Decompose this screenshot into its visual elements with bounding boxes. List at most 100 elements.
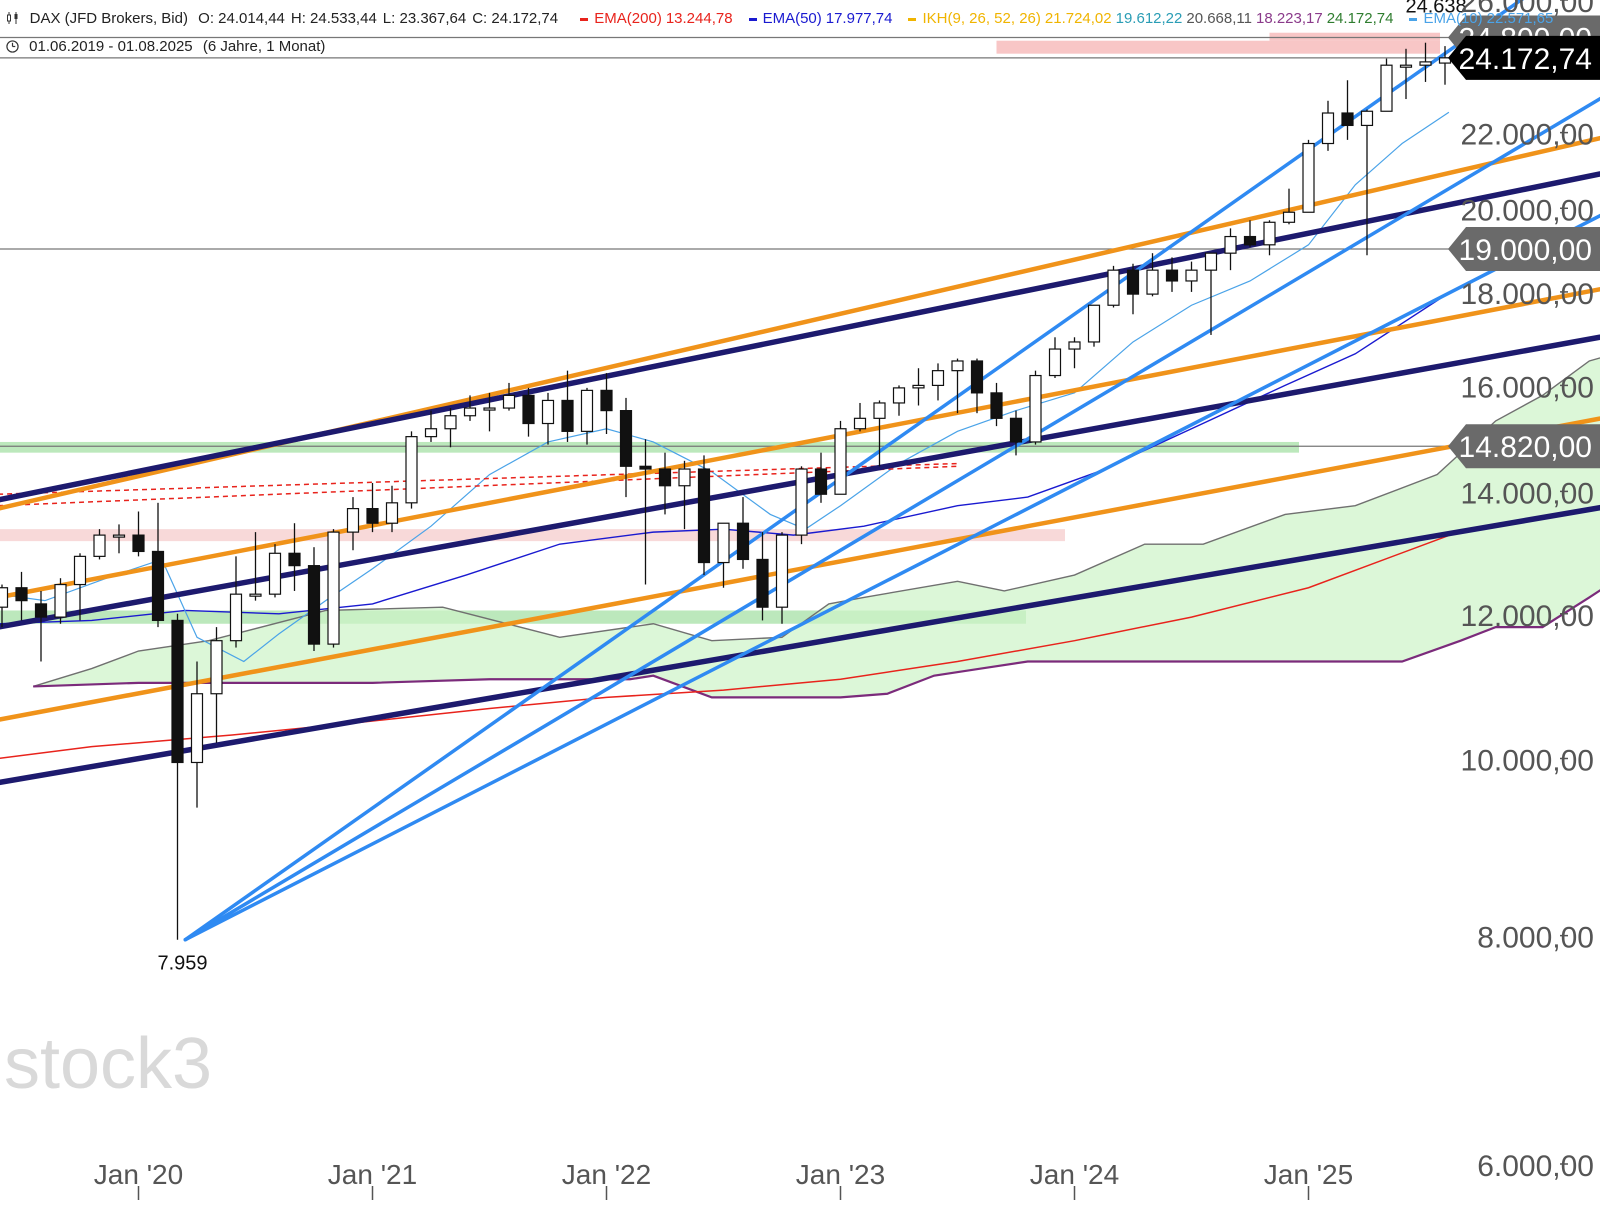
candle-body-up xyxy=(0,587,9,608)
y-tick-label: 8.000,00 xyxy=(1477,922,1594,955)
ema50-line xyxy=(0,292,1450,625)
background-layer xyxy=(0,32,1600,624)
date-range-note: (6 Jahre, 1 Monat) xyxy=(202,38,326,55)
legend-value: 13.244,78 xyxy=(665,10,733,27)
candle xyxy=(112,524,126,554)
candle-body-down xyxy=(814,468,828,495)
legend-item-ema-200[interactable]: EMA(200) 13.244,78 xyxy=(580,10,736,27)
candle-body-up xyxy=(112,534,126,538)
candle-body-down xyxy=(1009,417,1023,443)
candle xyxy=(366,482,379,533)
candle xyxy=(951,358,964,414)
y-tick-label: 16.000,00 xyxy=(1461,371,1594,404)
candle xyxy=(229,556,243,648)
ohlc-h: H: 24.533,44 xyxy=(290,10,377,27)
candle xyxy=(405,431,418,509)
candle-body-up xyxy=(268,552,282,595)
candle-body-down xyxy=(736,522,750,561)
ohlc-l: L: 23.367,64 xyxy=(382,10,467,27)
legend-name: IKH(9, 26, 52, 26) xyxy=(922,10,1041,27)
candle-body-up xyxy=(541,399,555,425)
legend-value: 20.668,11 xyxy=(1186,10,1252,27)
price-label-box: 14.820,00 xyxy=(1448,424,1600,469)
candle-body-down xyxy=(288,552,301,567)
candle xyxy=(307,547,321,652)
candle xyxy=(249,532,262,601)
candle-body-up xyxy=(1419,61,1432,66)
candle xyxy=(600,373,613,434)
candle-body-down xyxy=(756,558,769,608)
candlestick-chart-icon[interactable] xyxy=(6,11,24,26)
axis-layer: 24.638 7.959 stock3 6.000,00 8.000,00 10.000,… xyxy=(4,0,1600,1200)
legend-swatch xyxy=(908,17,917,21)
candle-body-down xyxy=(132,534,145,553)
candle-body-up xyxy=(385,502,399,524)
candle xyxy=(132,511,145,557)
price-box-shape xyxy=(1448,226,1600,271)
candle-body-up xyxy=(795,468,808,536)
candle-body-down xyxy=(639,465,652,470)
candle-body-down xyxy=(34,603,48,618)
candle xyxy=(678,460,691,530)
candle xyxy=(0,584,9,628)
candle-body-down xyxy=(1341,112,1354,127)
legend-value: 24.172,74 xyxy=(1326,10,1394,27)
candle-body-down xyxy=(15,587,28,602)
ohlc-o: O: 24.014,44 xyxy=(198,10,285,27)
x-tick-label: Jan '22 xyxy=(562,1159,651,1190)
price-label-box: 24.172,74 xyxy=(1448,35,1600,80)
y-tick-label: 14.000,00 xyxy=(1461,477,1594,510)
price-label-box: 19.000,00 xyxy=(1448,226,1600,271)
price-box-label: 24.172,74 xyxy=(1459,43,1592,76)
price-box-label: 14.820,00 xyxy=(1459,431,1592,464)
candle xyxy=(1165,257,1179,292)
candle-body-up xyxy=(1068,341,1081,350)
candle-body-up xyxy=(1263,221,1276,246)
candle-body-up xyxy=(1029,374,1042,443)
legend-value: 22.571,65 xyxy=(1486,10,1554,27)
candle xyxy=(756,532,769,621)
candle xyxy=(639,439,652,585)
support-zone xyxy=(0,529,1065,542)
candle-body-up xyxy=(1380,64,1393,112)
trendline xyxy=(0,171,1600,503)
candles-layer xyxy=(0,42,1452,940)
candle xyxy=(853,402,867,432)
x-tick-label: Jan '21 xyxy=(328,1159,417,1190)
candle xyxy=(327,529,340,648)
legend-item-ema-50[interactable]: EMA(50) 17.977,74 xyxy=(748,10,897,27)
trendline xyxy=(183,0,1525,942)
candle xyxy=(912,368,925,406)
candle xyxy=(210,627,223,743)
ichimoku-span-b xyxy=(33,589,1600,699)
candle-body-up xyxy=(717,522,730,564)
candle xyxy=(1360,109,1374,256)
watermark-logo: stock3 xyxy=(4,1024,212,1104)
legend-name: EMA(10) xyxy=(1423,10,1483,27)
candle-body-up xyxy=(1185,269,1198,282)
candle xyxy=(463,395,477,421)
candle-body-up xyxy=(1302,142,1315,213)
x-tick-label: Jan '23 xyxy=(796,1159,885,1190)
candle xyxy=(73,553,87,621)
y-tick-label: 6.000,00 xyxy=(1477,1150,1594,1183)
x-tick-label: Jan '24 xyxy=(1030,1159,1119,1190)
candle-body-up xyxy=(1204,252,1218,271)
candle-body-up xyxy=(1224,235,1237,254)
candle xyxy=(346,497,360,551)
candle xyxy=(834,420,847,495)
candle xyxy=(171,613,184,940)
ohlc-c: C: 24.172,74 xyxy=(472,10,559,27)
candle xyxy=(892,385,906,416)
legend-name: EMA(50) xyxy=(762,10,822,27)
legend-item-ikh-9-26-52-26[interactable]: IKH(9, 26, 52, 26) 21.724,02 19.612,22 20.6… xyxy=(908,10,1397,27)
candle-body-up xyxy=(190,693,204,764)
ohlc-values: O: 24.014,44 H: 24.533,44 L: 23.367,64 C: 2… xyxy=(198,10,564,27)
candle-body-up xyxy=(1048,348,1062,377)
candle xyxy=(190,661,204,808)
legend-item-ema-10[interactable]: EMA(10) 22.571,65 xyxy=(1409,10,1557,27)
support-zone xyxy=(0,441,1299,453)
candle xyxy=(1009,410,1023,456)
